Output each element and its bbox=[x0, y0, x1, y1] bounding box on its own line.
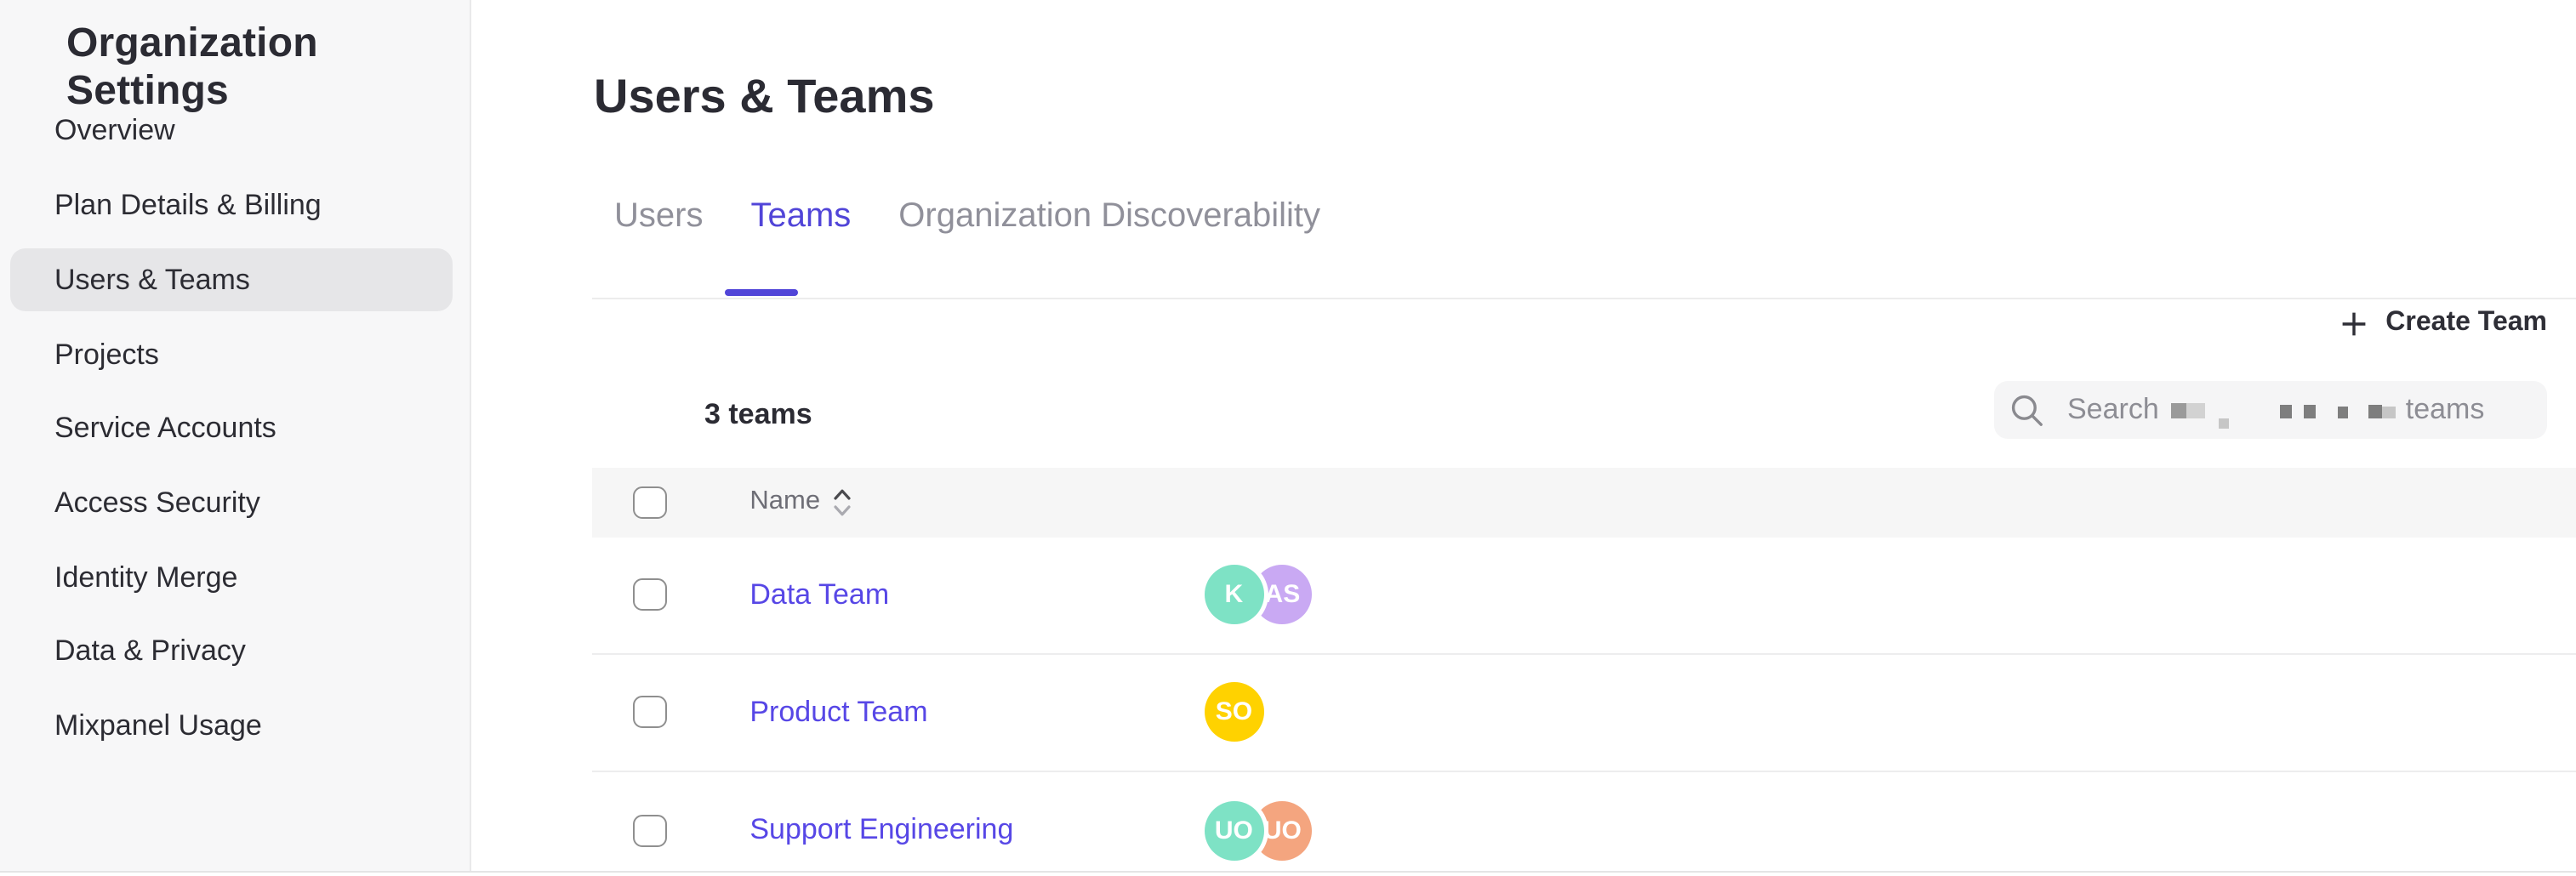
sidebar-item-label: Service Accounts bbox=[54, 412, 276, 445]
create-team-label: Create Team bbox=[2385, 308, 2547, 337]
tab-teams[interactable]: Teams bbox=[750, 197, 852, 235]
create-team-button[interactable]: Create Team bbox=[2341, 308, 2547, 338]
search-placeholder-prefix: Search bbox=[2067, 393, 2159, 425]
sidebar-item-projects[interactable]: Projects bbox=[0, 317, 470, 391]
sidebar-title: Organization Settings bbox=[66, 20, 318, 114]
redaction-block bbox=[2337, 407, 2348, 418]
sidebar-item-label: Projects bbox=[54, 338, 159, 370]
teams-table-body: Data Team K AS Product Team SO Support Engine… bbox=[592, 537, 2576, 876]
member-avatars: UO UO bbox=[1204, 800, 1313, 861]
table-row: Data Team K AS bbox=[592, 537, 2576, 655]
redaction-block bbox=[2381, 407, 2396, 418]
table-row: Support Engineering UO UO bbox=[592, 772, 2576, 876]
teams-count: 3 teams bbox=[704, 398, 812, 430]
sort-icon[interactable] bbox=[834, 488, 851, 517]
sidebar-item-label: Overview bbox=[54, 114, 175, 147]
sidebar-item-identity-merge[interactable]: Identity Merge bbox=[0, 540, 470, 614]
active-tab-indicator bbox=[724, 288, 797, 296]
plus-icon bbox=[2341, 310, 2367, 336]
sidebar-item-label: Access Security bbox=[54, 486, 260, 519]
tabs-divider bbox=[592, 298, 2576, 299]
avatar-initials: AS bbox=[1264, 580, 1301, 610]
sidebar-item-overview[interactable]: Overview bbox=[0, 94, 470, 168]
sidebar-item-service-accounts[interactable]: Service Accounts bbox=[0, 392, 470, 466]
redaction-block bbox=[2368, 405, 2382, 418]
tab-users[interactable]: Users bbox=[614, 197, 704, 235]
row-checkbox[interactable] bbox=[632, 814, 667, 847]
sidebar-item-label: Mixpanel Usage bbox=[54, 708, 262, 742]
sidebar-item-plan-details-billing[interactable]: Plan Details & Billing bbox=[0, 169, 470, 243]
sidebar-item-label: Data & Privacy bbox=[54, 634, 246, 668]
name-column-header: Name bbox=[749, 486, 821, 516]
redaction-block bbox=[2186, 403, 2205, 418]
table-header-row: Name bbox=[592, 468, 2576, 537]
member-avatars: K AS bbox=[1204, 565, 1313, 625]
avatar-initials: SO bbox=[1215, 697, 1253, 727]
sidebar-nav: Overview Plan Details & Billing Users & Te… bbox=[0, 94, 470, 763]
sidebar-item-data-privacy[interactable]: Data & Privacy bbox=[0, 615, 470, 689]
redaction-block bbox=[2303, 405, 2316, 418]
redaction-block bbox=[2218, 418, 2229, 429]
team-name-link[interactable]: Support Engineering bbox=[749, 813, 1014, 846]
row-checkbox[interactable] bbox=[632, 578, 667, 611]
sidebar-item-access-security[interactable]: Access Security bbox=[0, 466, 470, 540]
search-placeholder: Search teams bbox=[2067, 393, 2485, 429]
team-name-link[interactable]: Data Team bbox=[749, 577, 890, 611]
avatar-initials: K bbox=[1224, 580, 1244, 610]
avatar: SO bbox=[1204, 682, 1264, 742]
sidebar-item-users-teams[interactable]: Users & Teams bbox=[0, 243, 470, 317]
tab-bar: Users Teams Organization Discoverability bbox=[614, 197, 1320, 236]
settings-sidebar: Organization Settings Overview Plan Detai… bbox=[0, 0, 471, 870]
redaction-block bbox=[2279, 405, 2292, 418]
search-icon bbox=[2009, 392, 2045, 428]
sidebar-item-label: Identity Merge bbox=[54, 560, 238, 594]
search-placeholder-suffix: teams bbox=[2405, 393, 2485, 425]
page-title: Users & Teams bbox=[594, 69, 935, 122]
sidebar-item-label: Users & Teams bbox=[54, 263, 250, 296]
select-all-checkbox[interactable] bbox=[632, 486, 667, 519]
avatar-initials: UO bbox=[1214, 816, 1253, 845]
row-checkbox[interactable] bbox=[632, 696, 667, 729]
redacted-text bbox=[2159, 393, 2396, 429]
redaction-block bbox=[2170, 403, 2186, 418]
member-avatars: SO bbox=[1204, 682, 1264, 742]
sidebar-item-label: Plan Details & Billing bbox=[54, 189, 322, 222]
avatar: K bbox=[1204, 565, 1264, 625]
viewport-bottom-divider bbox=[0, 870, 2576, 872]
team-name-link[interactable]: Product Team bbox=[749, 695, 928, 728]
avatar-initials: UO bbox=[1262, 816, 1302, 845]
table-row: Product Team SO bbox=[592, 655, 2576, 773]
avatar: UO bbox=[1204, 800, 1264, 861]
tab-organization-discoverability[interactable]: Organization Discoverability bbox=[898, 197, 1321, 235]
sidebar-item-mixpanel-usage[interactable]: Mixpanel Usage bbox=[0, 689, 470, 763]
search-input[interactable]: Search teams bbox=[1994, 381, 2547, 439]
